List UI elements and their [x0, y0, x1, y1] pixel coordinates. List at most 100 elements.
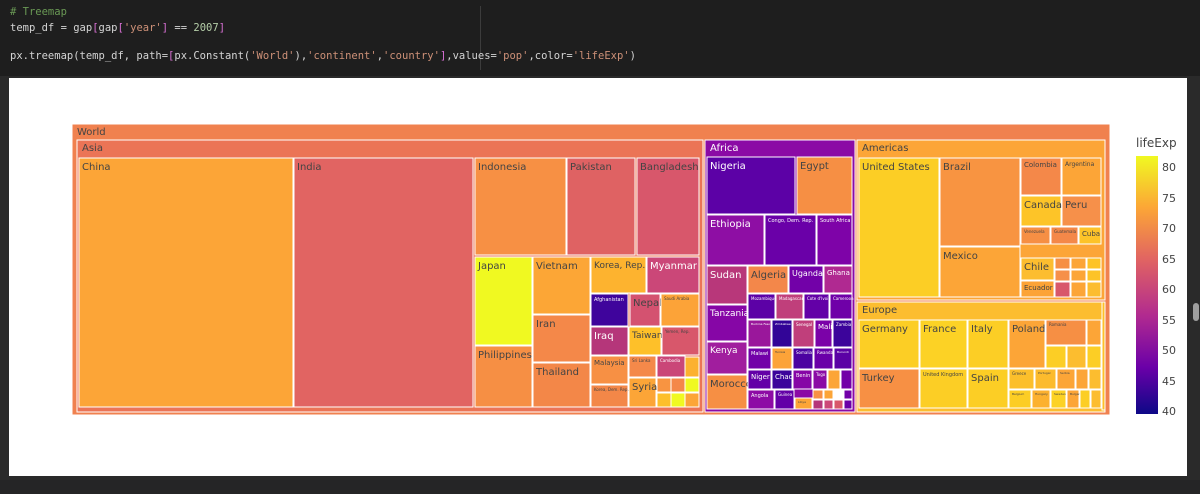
treemap-small-cell[interactable]	[1070, 281, 1087, 298]
treemap-small-cell[interactable]	[1075, 368, 1089, 390]
treemap-node-sweden[interactable]	[1050, 389, 1067, 409]
treemap-small-cell[interactable]	[1086, 281, 1102, 298]
treemap-node-cuba[interactable]	[1078, 226, 1102, 245]
treemap-small-cell[interactable]	[670, 377, 686, 393]
treemap-node-taiwan[interactable]	[628, 326, 662, 356]
treemap-node-zambia[interactable]	[832, 319, 853, 348]
treemap-node-south-africa[interactable]	[816, 214, 853, 266]
treemap-node-korea-dem-rep[interactable]	[590, 384, 629, 408]
treemap-node-brazil[interactable]	[939, 157, 1021, 247]
treemap-small-cell[interactable]	[827, 369, 841, 390]
treemap-node-bangladesh[interactable]	[636, 157, 700, 256]
treemap-node-burundi[interactable]	[833, 347, 853, 370]
treemap-node-thailand[interactable]	[532, 362, 591, 408]
treemap-node-chad[interactable]	[771, 369, 793, 390]
treemap-node-ecuador[interactable]	[1020, 280, 1055, 298]
treemap-small-cell[interactable]	[843, 399, 853, 410]
treemap-node-bulgaria[interactable]	[1066, 389, 1080, 409]
treemap-node-canada[interactable]	[1020, 195, 1062, 227]
treemap-node-united-states[interactable]	[858, 157, 940, 298]
treemap-node-hungary[interactable]	[1031, 389, 1051, 409]
treemap-node-cameroon[interactable]	[829, 293, 853, 320]
treemap-node-romania[interactable]	[1045, 319, 1087, 346]
treemap-node-united-kingdom[interactable]	[919, 368, 968, 409]
treemap-node-nepal[interactable]	[629, 293, 661, 327]
treemap-node-morocco[interactable]	[706, 374, 748, 410]
treemap-small-cell[interactable]	[812, 399, 824, 410]
treemap-node-egypt[interactable]	[796, 156, 853, 215]
treemap-node-myanmar[interactable]	[646, 256, 700, 294]
treemap-node-india[interactable]	[293, 157, 474, 408]
treemap-node-kenya[interactable]	[706, 341, 748, 375]
treemap-node-angola[interactable]	[747, 389, 775, 410]
treemap-small-cell[interactable]	[1101, 301, 1106, 411]
treemap-node-ghana[interactable]	[823, 265, 853, 294]
treemap-small-cell[interactable]	[823, 399, 834, 410]
treemap-node-serbia[interactable]	[1056, 368, 1076, 390]
treemap-node-colombia[interactable]	[1020, 157, 1062, 196]
treemap-node-niger[interactable]	[747, 369, 772, 390]
treemap-node-senegal[interactable]	[792, 319, 815, 348]
treemap-small-cell[interactable]	[1086, 345, 1102, 369]
treemap-node-zimbabwe[interactable]	[771, 319, 793, 348]
treemap-node-congo-dem-rep[interactable]	[764, 214, 817, 266]
treemap-node-togo[interactable]	[812, 369, 828, 390]
treemap-node-somalia[interactable]	[792, 347, 814, 370]
treemap-small-cell[interactable]	[833, 399, 844, 410]
treemap-node-malawi[interactable]	[747, 347, 772, 370]
treemap-small-cell[interactable]	[843, 389, 853, 400]
treemap-node-turkey[interactable]	[858, 368, 920, 409]
treemap-node-afghanistan[interactable]	[590, 293, 629, 327]
treemap-small-cell[interactable]	[1054, 269, 1071, 282]
treemap-small-cell[interactable]	[656, 377, 672, 393]
treemap-small-cell[interactable]	[1045, 345, 1067, 369]
treemap-small-cell[interactable]	[1054, 257, 1071, 270]
treemap-node-portugal[interactable]	[1034, 368, 1057, 390]
treemap-small-cell[interactable]	[823, 389, 834, 400]
treemap-small-cell[interactable]	[1086, 269, 1102, 282]
treemap-node-algeria[interactable]	[747, 265, 789, 294]
treemap-node-italy[interactable]	[967, 319, 1009, 369]
treemap-node-uganda[interactable]	[788, 265, 824, 294]
treemap-node-mali[interactable]	[814, 319, 833, 348]
treemap-node-argentina[interactable]	[1061, 157, 1102, 196]
treemap-node-peru[interactable]	[1061, 195, 1102, 227]
treemap-node-nigeria[interactable]	[706, 156, 796, 215]
treemap-node-belgium[interactable]	[1008, 389, 1032, 409]
treemap-small-cell[interactable]	[1086, 257, 1102, 270]
treemap-small-cell[interactable]	[1070, 257, 1087, 270]
treemap-node-greece[interactable]	[1008, 368, 1035, 390]
treemap-node-rwanda[interactable]	[813, 347, 834, 370]
treemap-small-cell[interactable]	[684, 377, 700, 393]
treemap-small-cell[interactable]	[1088, 368, 1102, 390]
scrollbar-thumb[interactable]	[1193, 303, 1199, 321]
treemap-small-cell[interactable]	[1054, 281, 1071, 298]
treemap-node-germany[interactable]	[858, 319, 920, 369]
treemap-node-pakistan[interactable]	[566, 157, 636, 256]
treemap-node-saudi-arabia[interactable]	[660, 293, 700, 327]
treemap-node-cote-d-ivoire[interactable]	[803, 293, 830, 320]
treemap-small-cell[interactable]	[1090, 389, 1102, 409]
treemap-node-japan[interactable]	[474, 256, 533, 346]
treemap-node-sri-lanka[interactable]	[628, 355, 657, 378]
treemap-node-iraq[interactable]	[590, 326, 629, 356]
treemap-small-cell[interactable]	[684, 392, 700, 408]
treemap-node-syria[interactable]	[628, 377, 657, 408]
treemap-node-tunisia[interactable]	[771, 347, 793, 370]
treemap-node-sudan[interactable]	[706, 265, 748, 305]
treemap-node-guatemala[interactable]	[1050, 226, 1079, 245]
treemap-node-madagascar[interactable]	[775, 293, 804, 320]
treemap-node-mexico[interactable]	[939, 246, 1021, 298]
treemap-small-cell[interactable]	[656, 392, 672, 408]
treemap-small-cell[interactable]	[840, 369, 853, 390]
code-cell[interactable]: # Treemap temp_df = gap[gap['year'] == 2…	[0, 0, 1200, 76]
treemap-node-malaysia[interactable]	[590, 355, 629, 385]
treemap-small-cell[interactable]	[684, 356, 700, 378]
treemap-node-libya[interactable]	[794, 397, 813, 410]
treemap-node-china[interactable]	[78, 157, 294, 408]
treemap-node-burkina-faso[interactable]	[747, 319, 772, 348]
treemap-chart[interactable]: World Asia Africa Americas Europe China India I…	[9, 78, 1187, 476]
treemap-small-cell[interactable]	[1079, 389, 1091, 409]
treemap-small-cell[interactable]	[1066, 345, 1087, 369]
treemap-node-benin[interactable]	[792, 369, 813, 390]
